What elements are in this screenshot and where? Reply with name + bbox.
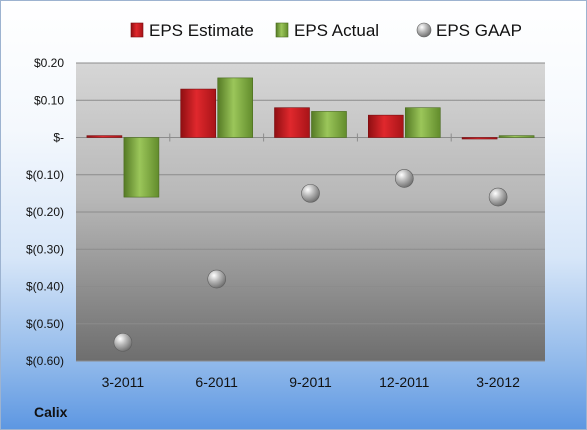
marker-eps-gaap-12-2011 <box>394 169 414 188</box>
x-axis-ticks: 3-2011 6-2011 9-2011 12-2011 3-2012 <box>102 374 520 390</box>
company-label: Calix <box>34 404 68 420</box>
x-tick-label: 12-2011 <box>379 374 430 390</box>
x-tick-label: 3-2011 <box>102 374 145 390</box>
legend-label: EPS Actual <box>294 21 379 40</box>
bar-eps-estimate-3-2012 <box>461 137 498 140</box>
legend-label: EPS Estimate <box>149 21 254 40</box>
markers-layer <box>113 169 508 352</box>
legend-label: EPS GAAP <box>436 21 522 40</box>
y-tick-label: $(0.10) <box>26 168 64 182</box>
bar-eps-estimate-9-2011 <box>274 107 310 138</box>
legend-swatch-eps-gaap <box>416 22 432 38</box>
bar-eps-actual-6-2011 <box>217 77 253 138</box>
y-tick-label: $(0.40) <box>26 280 64 294</box>
bar-eps-estimate-12-2011 <box>367 114 404 138</box>
bars-layer <box>86 77 535 198</box>
bar-eps-estimate-3-2011 <box>86 135 123 138</box>
x-tick-label: 9-2011 <box>289 374 332 390</box>
bar-eps-estimate-6-2011 <box>180 88 216 138</box>
bar-eps-actual-3-2011 <box>123 137 160 198</box>
marker-eps-gaap-3-2012 <box>488 187 508 207</box>
y-tick-label: $- <box>53 131 64 145</box>
legend-swatch-eps-estimate <box>130 22 144 38</box>
x-tick-label: 3-2012 <box>476 374 520 390</box>
y-tick-label: $(0.50) <box>26 317 64 331</box>
x-tick-label: 6-2011 <box>195 374 238 390</box>
marker-eps-gaap-3-2011 <box>113 333 133 352</box>
y-tick-label: $(0.60) <box>26 354 64 368</box>
y-tick-label: $0.10 <box>34 93 64 107</box>
legend: EPS Estimate EPS Actual EPS GAAP <box>130 21 522 40</box>
y-axis-ticks: $0.20 $0.10 $- $(0.10) $(0.20) $(0.30) $(0.40)… <box>26 56 64 368</box>
bar-eps-actual-3-2012 <box>498 135 535 138</box>
bar-eps-actual-12-2011 <box>404 107 441 138</box>
legend-swatch-eps-actual <box>275 22 289 38</box>
y-tick-label: $(0.20) <box>26 205 64 219</box>
marker-eps-gaap-9-2011 <box>301 184 320 203</box>
y-tick-label: $0.20 <box>34 56 64 70</box>
y-tick-label: $(0.30) <box>26 242 64 256</box>
marker-eps-gaap-6-2011 <box>207 269 226 289</box>
bar-eps-actual-9-2011 <box>311 111 347 138</box>
